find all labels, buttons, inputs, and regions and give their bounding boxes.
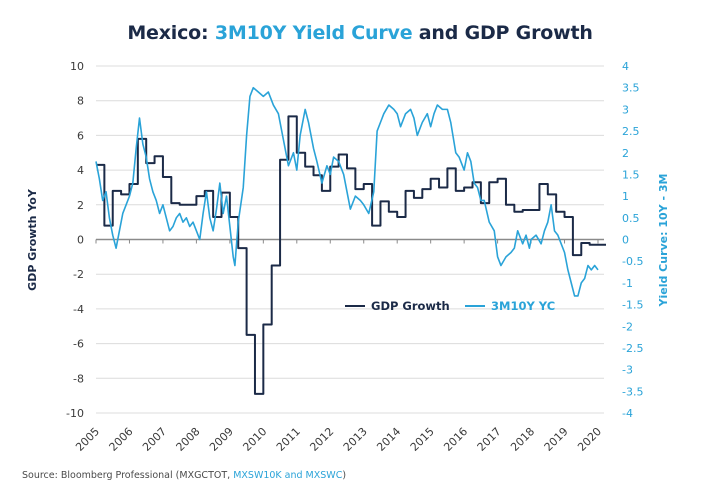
y2-tick-label: 4 [622, 60, 629, 73]
series-group [95, 86, 606, 395]
y2-tick-label: 3.5 [622, 82, 640, 95]
y-tick-label: -4 [73, 303, 84, 316]
x-tick-label: 2008 [174, 425, 203, 454]
source-suffix: ) [342, 470, 347, 481]
legend-label-gdp: GDP Growth [371, 299, 450, 313]
y2-tick-label: -1 [622, 277, 633, 290]
y2-tick-label: 0.5 [622, 212, 640, 225]
y2-tick-label: -4 [622, 407, 633, 420]
y-tick-label: 10 [70, 60, 84, 73]
x-tick-label: 2009 [207, 425, 236, 454]
y2-tick-label: 3 [622, 103, 629, 116]
series-line-gdp-growth [96, 115, 606, 395]
x-tick-label: 2016 [441, 425, 470, 454]
legend-label-yc: 3M10Y YC [491, 299, 555, 313]
source-note: Source: Bloomberg Professional (MXGCTOT,… [22, 470, 346, 481]
source-accent: MXSW10K and MXSWC [233, 470, 343, 481]
x-tick-label: 2011 [274, 425, 303, 454]
x-tick-label: 2017 [475, 425, 504, 454]
y-tick-label: 6 [77, 129, 84, 142]
y-tick-label: -8 [73, 372, 84, 385]
legend: GDP Growth 3M10Y YC [345, 299, 555, 313]
y-axis-right: 4 3.5 3 2.5 2 1.5 1 0.5 0 -0.5 -1 -1.5 -2 -2.5 -3 -3.5 -… [622, 60, 643, 420]
y2-tick-label: -0.5 [622, 255, 643, 268]
y-tick-label: -10 [66, 407, 84, 420]
y2-tick-label: 0 [622, 234, 629, 247]
y2-tick-label: -2.5 [622, 342, 643, 355]
y2-tick-label: -1.5 [622, 299, 643, 312]
chart-title-prefix: Mexico: [127, 22, 215, 44]
x-tick-label: 2019 [542, 425, 571, 454]
series-line-yield-curve [95, 86, 599, 297]
y-axis-left: 10 8 6 4 2 0 -2 -4 -6 -8 -10 [66, 60, 84, 420]
x-tick-label: 2010 [240, 425, 269, 454]
chart-title-accent: 3M10Y Yield Curve [214, 22, 413, 44]
x-tick-label: 2014 [374, 425, 403, 454]
x-tick-label: 2012 [307, 425, 336, 454]
y2-tick-label: -3 [622, 364, 633, 377]
y-tick-label: 8 [77, 95, 84, 108]
y-tick-label: 0 [77, 234, 84, 247]
y-tick-label: -2 [73, 268, 84, 281]
x-tick-label: 2006 [107, 425, 136, 454]
x-tick-label: 2020 [575, 425, 604, 454]
chart-title-suffix: and GDP Growth [412, 22, 593, 44]
y2-tick-label: -2 [622, 320, 633, 333]
x-axis: 2005 2006 2007 2008 2009 2010 2011 2012 2013 2014… [73, 238, 604, 454]
y-tick-label: 4 [77, 164, 84, 177]
y2-tick-label: 2.5 [622, 125, 640, 138]
y2-tick-label: -3.5 [622, 385, 643, 398]
y-axis-left-label: GDP Growth YoY [26, 188, 39, 291]
y2-tick-label: 1 [622, 190, 629, 203]
y-tick-label: -6 [73, 338, 84, 351]
y2-tick-label: 1.5 [622, 168, 640, 181]
x-tick-label: 2013 [341, 425, 370, 454]
x-tick-label: 2015 [408, 425, 437, 454]
gridlines [96, 65, 604, 414]
source-prefix: Source: Bloomberg Professional (MXGCTOT, [22, 470, 234, 481]
y-axis-right-label: Yield Curve: 10Y - 3M [657, 174, 670, 308]
y-tick-label: 2 [77, 199, 84, 212]
x-tick-label: 2005 [73, 425, 102, 454]
x-tick-label: 2018 [508, 425, 537, 454]
y2-tick-label: 2 [622, 147, 629, 160]
chart-title: Mexico: 3M10Y Yield Curve and GDP Growth [0, 22, 720, 44]
x-tick-label: 2007 [140, 425, 169, 454]
